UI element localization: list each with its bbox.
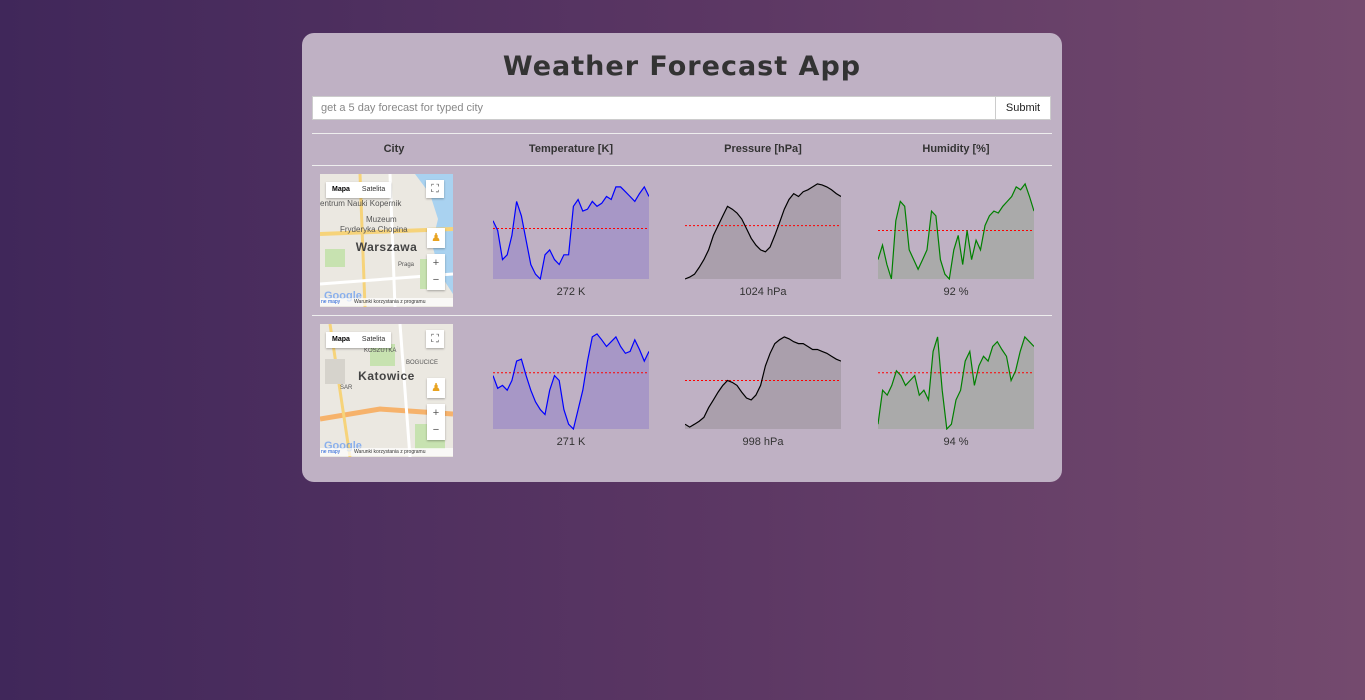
forecast-card: Weather Forecast App Submit City Tempera… [302, 33, 1062, 482]
zoom-in-icon[interactable]: + [432, 407, 440, 419]
temperature-value: 271 K [556, 436, 586, 448]
map-footer: ne mapy Warunki korzystania z programu [320, 298, 453, 306]
humidity-value: 94 % [943, 436, 969, 448]
pressure-area [685, 336, 841, 429]
city-search-input[interactable] [312, 96, 995, 120]
humidity-area [878, 183, 1034, 279]
header-bottom-divider [312, 165, 1052, 166]
temperature-series-line [493, 333, 649, 430]
humidity-chart-warszawa [878, 182, 1034, 280]
zoom-out-icon[interactable]: − [432, 424, 440, 436]
map-type-toggle: Mapa Satelita [326, 182, 392, 198]
page-title: Weather Forecast App [502, 51, 862, 82]
map-terms-link[interactable]: Warunki korzystania z programu [354, 449, 426, 455]
map-type-toggle: Mapa Satelita [326, 332, 392, 348]
search-bar: Submit [312, 96, 1051, 120]
row-divider [312, 315, 1052, 316]
submit-button[interactable]: Submit [995, 96, 1051, 120]
header-temperature: Temperature [K] [528, 143, 614, 155]
temperature-value: 272 K [556, 286, 586, 298]
header-city: City [383, 143, 405, 155]
map-data-link[interactable]: ne mapy [321, 449, 341, 455]
humidity-series-line [878, 182, 1034, 280]
header-humidity: Humidity [%] [922, 143, 990, 155]
pressure-chart-katowice [685, 336, 841, 429]
fullscreen-icon[interactable]: ⛶ [426, 180, 444, 198]
humidity-value: 92 % [943, 286, 969, 298]
zoom-control: + − [427, 254, 445, 290]
map-type-map[interactable]: Mapa [332, 186, 350, 193]
header-pressure: Pressure [hPa] [724, 143, 802, 155]
zoom-in-icon[interactable]: + [432, 257, 440, 269]
map-label: KOSZUTKA [364, 348, 397, 354]
pressure-area [685, 183, 841, 279]
map-label: SAR [340, 385, 353, 391]
map-type-map[interactable]: Mapa [332, 336, 350, 343]
header-top-divider [312, 133, 1052, 134]
temperature-area [493, 333, 649, 429]
pressure-value: 998 hPa [742, 436, 784, 448]
pressure-series-line [685, 183, 841, 280]
city-map-katowice[interactable]: KOSZUTKA BOGUCICE SAR Katowice Mapa Sate… [320, 324, 453, 457]
street-view-icon[interactable]: ♟ [427, 228, 445, 248]
map-city-label: Warszawa [355, 240, 418, 254]
pressure-series-line [685, 336, 841, 428]
humidity-area [878, 336, 1034, 429]
humidity-series-line [878, 335, 1034, 430]
map-footer: ne mapy Warunki korzystania z programu [320, 448, 453, 456]
map-label: Muzeum [366, 215, 397, 224]
map-city-label: Katowice [358, 369, 415, 383]
pressure-chart-warszawa [685, 183, 841, 280]
map-label: Praga [398, 262, 415, 268]
map-data-link[interactable]: ne mapy [321, 299, 341, 305]
street-view-icon[interactable]: ♟ [427, 378, 445, 398]
temperature-series-line [493, 185, 649, 280]
city-map-warszawa[interactable]: entrum Nauki Kopernik Muzeum Fryderyka C… [320, 174, 453, 307]
map-terms-link[interactable]: Warunki korzystania z programu [354, 299, 426, 305]
zoom-out-icon[interactable]: − [432, 274, 440, 286]
fullscreen-icon[interactable]: ⛶ [426, 330, 444, 348]
map-type-satellite[interactable]: Satelita [361, 186, 386, 193]
zoom-control: + − [427, 404, 445, 440]
temperature-chart-katowice [493, 333, 649, 430]
map-label: entrum Nauki Kopernik [320, 199, 402, 208]
humidity-chart-katowice [878, 335, 1034, 430]
map-label: Fryderyka Chopina [340, 225, 408, 234]
pressure-value: 1024 hPa [739, 286, 787, 298]
map-type-satellite[interactable]: Satelita [361, 336, 386, 343]
map-label: BOGUCICE [406, 360, 439, 366]
temperature-chart-warszawa [493, 185, 649, 280]
